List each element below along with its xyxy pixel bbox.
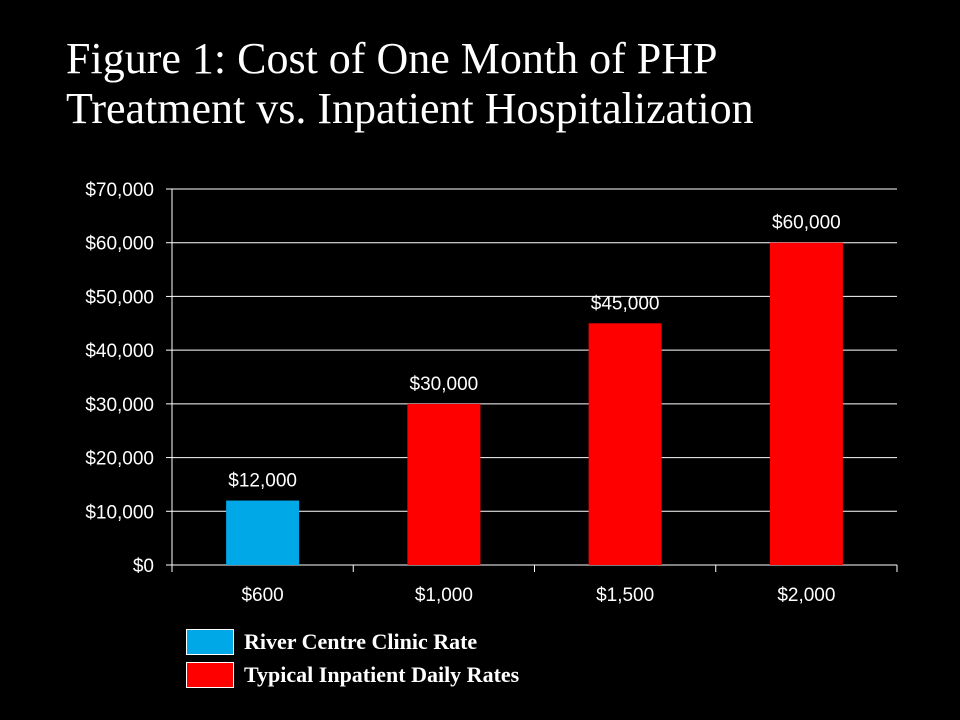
y-tick-label: $50,000 [85, 287, 154, 308]
bar [588, 323, 662, 565]
title-line-1: Figure 1: Cost of One Month of PHP [66, 34, 718, 83]
x-tick-label: $1,000 [415, 585, 473, 606]
bar [769, 242, 843, 565]
legend-label-inpatient: Typical Inpatient Daily Rates [244, 662, 520, 687]
legend-label-river-centre: River Centre Clinic Rate [244, 629, 478, 654]
legend-swatch-inpatient [186, 662, 234, 688]
x-tick-label: $1,500 [596, 585, 654, 606]
bar [407, 403, 481, 565]
y-tick-label: $60,000 [85, 234, 154, 255]
legend-item-river-centre: River Centre Clinic Rate [186, 627, 519, 657]
y-tick-label: $0 [133, 556, 154, 577]
bar [226, 500, 300, 565]
y-tick-label: $40,000 [85, 341, 154, 362]
chart-title: Figure 1: Cost of One Month of PHP Treat… [66, 34, 946, 134]
y-tick-label: $20,000 [85, 449, 154, 470]
legend-item-inpatient: Typical Inpatient Daily Rates [186, 660, 519, 690]
x-tick-label: $600 [241, 585, 283, 606]
legend-swatch-river-centre [186, 629, 234, 655]
data-label: $45,000 [591, 293, 660, 314]
data-label: $12,000 [228, 471, 297, 492]
title-line-2: Treatment vs. Inpatient Hospitalization [66, 84, 754, 133]
legend: River Centre Clinic Rate Typical Inpatie… [186, 627, 519, 693]
data-label: $60,000 [772, 213, 841, 234]
y-tick-label: $70,000 [85, 180, 154, 201]
data-label: $30,000 [410, 374, 479, 395]
y-tick-label: $30,000 [85, 395, 154, 416]
y-tick-label: $10,000 [85, 502, 154, 523]
x-tick-label: $2,000 [777, 585, 835, 606]
